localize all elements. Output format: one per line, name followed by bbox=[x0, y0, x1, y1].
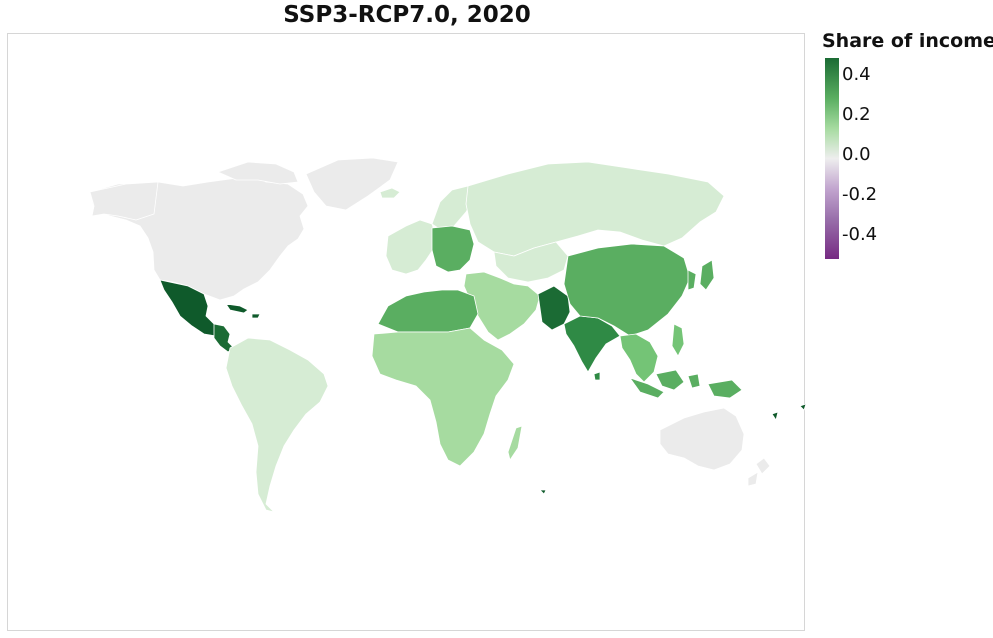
region-new-zealand bbox=[747, 457, 771, 487]
region-indonesia bbox=[629, 369, 743, 399]
region-south-america bbox=[225, 337, 329, 513]
map-frame bbox=[7, 33, 806, 631]
region-russia bbox=[465, 161, 725, 257]
region-sri-lanka bbox=[593, 371, 601, 381]
region-madagascar bbox=[507, 425, 523, 461]
region-iceland bbox=[379, 187, 401, 199]
world-map bbox=[89, 157, 806, 513]
region-eastern-europe bbox=[431, 225, 475, 273]
legend-tick-0.2: 0.2 bbox=[842, 104, 871, 125]
legend-title: Share of income bbox=[822, 30, 993, 52]
region-arctic-islands bbox=[217, 161, 299, 185]
region-sub-saharan-africa bbox=[371, 327, 515, 467]
legend-tick-0.0: 0.0 bbox=[842, 144, 871, 165]
region-north-africa bbox=[377, 289, 479, 333]
region-china bbox=[563, 243, 691, 337]
legend-tick-0.4: 0.4 bbox=[842, 64, 871, 85]
region-australia bbox=[659, 407, 745, 471]
legend-tick-neg-0.4: -0.4 bbox=[842, 224, 878, 245]
colorbar-legend: Share of income 0.4 0.2 0.0 -0.2 -0.4 bbox=[822, 30, 993, 270]
region-western-europe bbox=[385, 219, 437, 275]
region-caribbean bbox=[225, 303, 261, 319]
region-greenland bbox=[305, 157, 399, 211]
region-east-asia-islands bbox=[687, 259, 715, 291]
region-alaska bbox=[89, 181, 159, 221]
region-pacific-islands bbox=[539, 403, 806, 495]
colorbar bbox=[825, 58, 839, 259]
region-philippines bbox=[671, 323, 685, 357]
region-central-asia bbox=[493, 241, 569, 283]
region-southeast-asia bbox=[619, 333, 659, 383]
legend-tick-neg-0.2: -0.2 bbox=[842, 184, 878, 205]
chart-title: SSP3-RCP7.0, 2020 bbox=[283, 2, 531, 28]
